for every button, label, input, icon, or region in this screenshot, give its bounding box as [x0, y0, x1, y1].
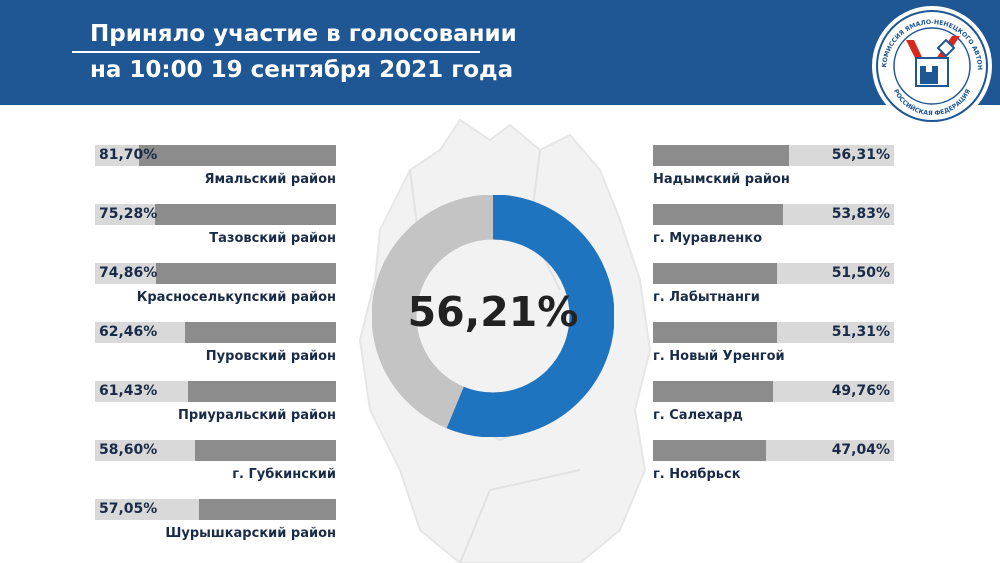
region-label: Ямальский район	[204, 172, 336, 187]
bar-track: 61,43%	[95, 381, 336, 402]
bar-track: 49,76%	[653, 381, 894, 402]
overall-turnout-value: 56,21%	[407, 288, 579, 336]
bar-track: 56,31%	[653, 145, 894, 166]
bar-value-label: 51,50%	[831, 265, 890, 281]
bar-track: 57,05%	[95, 499, 336, 520]
election-commission-emblem-icon: ИЗБИРАТЕЛЬНАЯ КОМИССИЯ ЯМАЛО-НЕНЕЦКОГО А…	[862, 0, 992, 126]
donut-turnout-segment	[372, 195, 614, 437]
region-label: г. Губкинский	[232, 467, 336, 482]
bar-fill	[156, 263, 336, 284]
bar-fill	[155, 204, 336, 225]
bar-value-label: 56,31%	[831, 147, 890, 163]
bar-value-label: 58,60%	[99, 442, 158, 458]
bar-fill	[188, 381, 336, 402]
bar-value-label: 49,76%	[831, 383, 890, 399]
bar-fill	[653, 440, 766, 461]
title-divider	[72, 51, 480, 53]
bar-value-label: 47,04%	[831, 442, 890, 458]
bar-track: 51,50%	[653, 263, 894, 284]
bar-track: 51,31%	[653, 322, 894, 343]
bar-track: 75,28%	[95, 204, 336, 225]
bar-value-label: 61,43%	[99, 383, 158, 399]
bar-fill	[139, 145, 336, 166]
header-banner: Приняло участие в голосовании на 10:00 1…	[0, 0, 1000, 105]
bar-value-label: 75,28%	[99, 206, 158, 222]
bar-track: 53,83%	[653, 204, 894, 225]
region-label: г. Муравленко	[653, 231, 763, 246]
bar-value-label: 51,31%	[831, 324, 890, 340]
bar-fill	[653, 263, 777, 284]
bar-fill	[653, 145, 789, 166]
bar-value-label: 62,46%	[99, 324, 158, 340]
bar-fill	[185, 322, 336, 343]
region-label: г. Ноябрьск	[653, 467, 741, 482]
overall-turnout-donut	[372, 195, 614, 437]
bar-value-label: 53,83%	[831, 206, 890, 222]
bar-fill	[653, 204, 783, 225]
region-label: Приуральский район	[178, 408, 336, 423]
region-label: Надымский район	[653, 172, 790, 187]
region-label: г. Новый Уренгой	[653, 349, 785, 364]
bar-track: 74,86%	[95, 263, 336, 284]
region-label: Пуровский район	[205, 349, 336, 364]
region-label: г. Салехард	[653, 408, 743, 423]
page-title-line-1: Приняло участие в голосовании	[90, 21, 517, 47]
bar-value-label: 57,05%	[99, 501, 158, 517]
bar-fill	[653, 381, 773, 402]
bar-fill	[653, 322, 777, 343]
region-label: Шурышкарский район	[165, 526, 336, 541]
bar-track: 58,60%	[95, 440, 336, 461]
bar-value-label: 74,86%	[99, 265, 158, 281]
region-label: г. Лабытнанги	[653, 290, 760, 305]
bar-track: 62,46%	[95, 322, 336, 343]
page-title-line-2: на 10:00 19 сентября 2021 года	[90, 57, 514, 83]
bar-track: 81,70%	[95, 145, 336, 166]
bar-track: 47,04%	[653, 440, 894, 461]
bar-value-label: 81,70%	[99, 147, 158, 163]
bar-fill	[195, 440, 336, 461]
region-label: Красноселькупский район	[136, 290, 336, 305]
region-label: Тазовский район	[209, 231, 336, 246]
bar-fill	[199, 499, 336, 520]
